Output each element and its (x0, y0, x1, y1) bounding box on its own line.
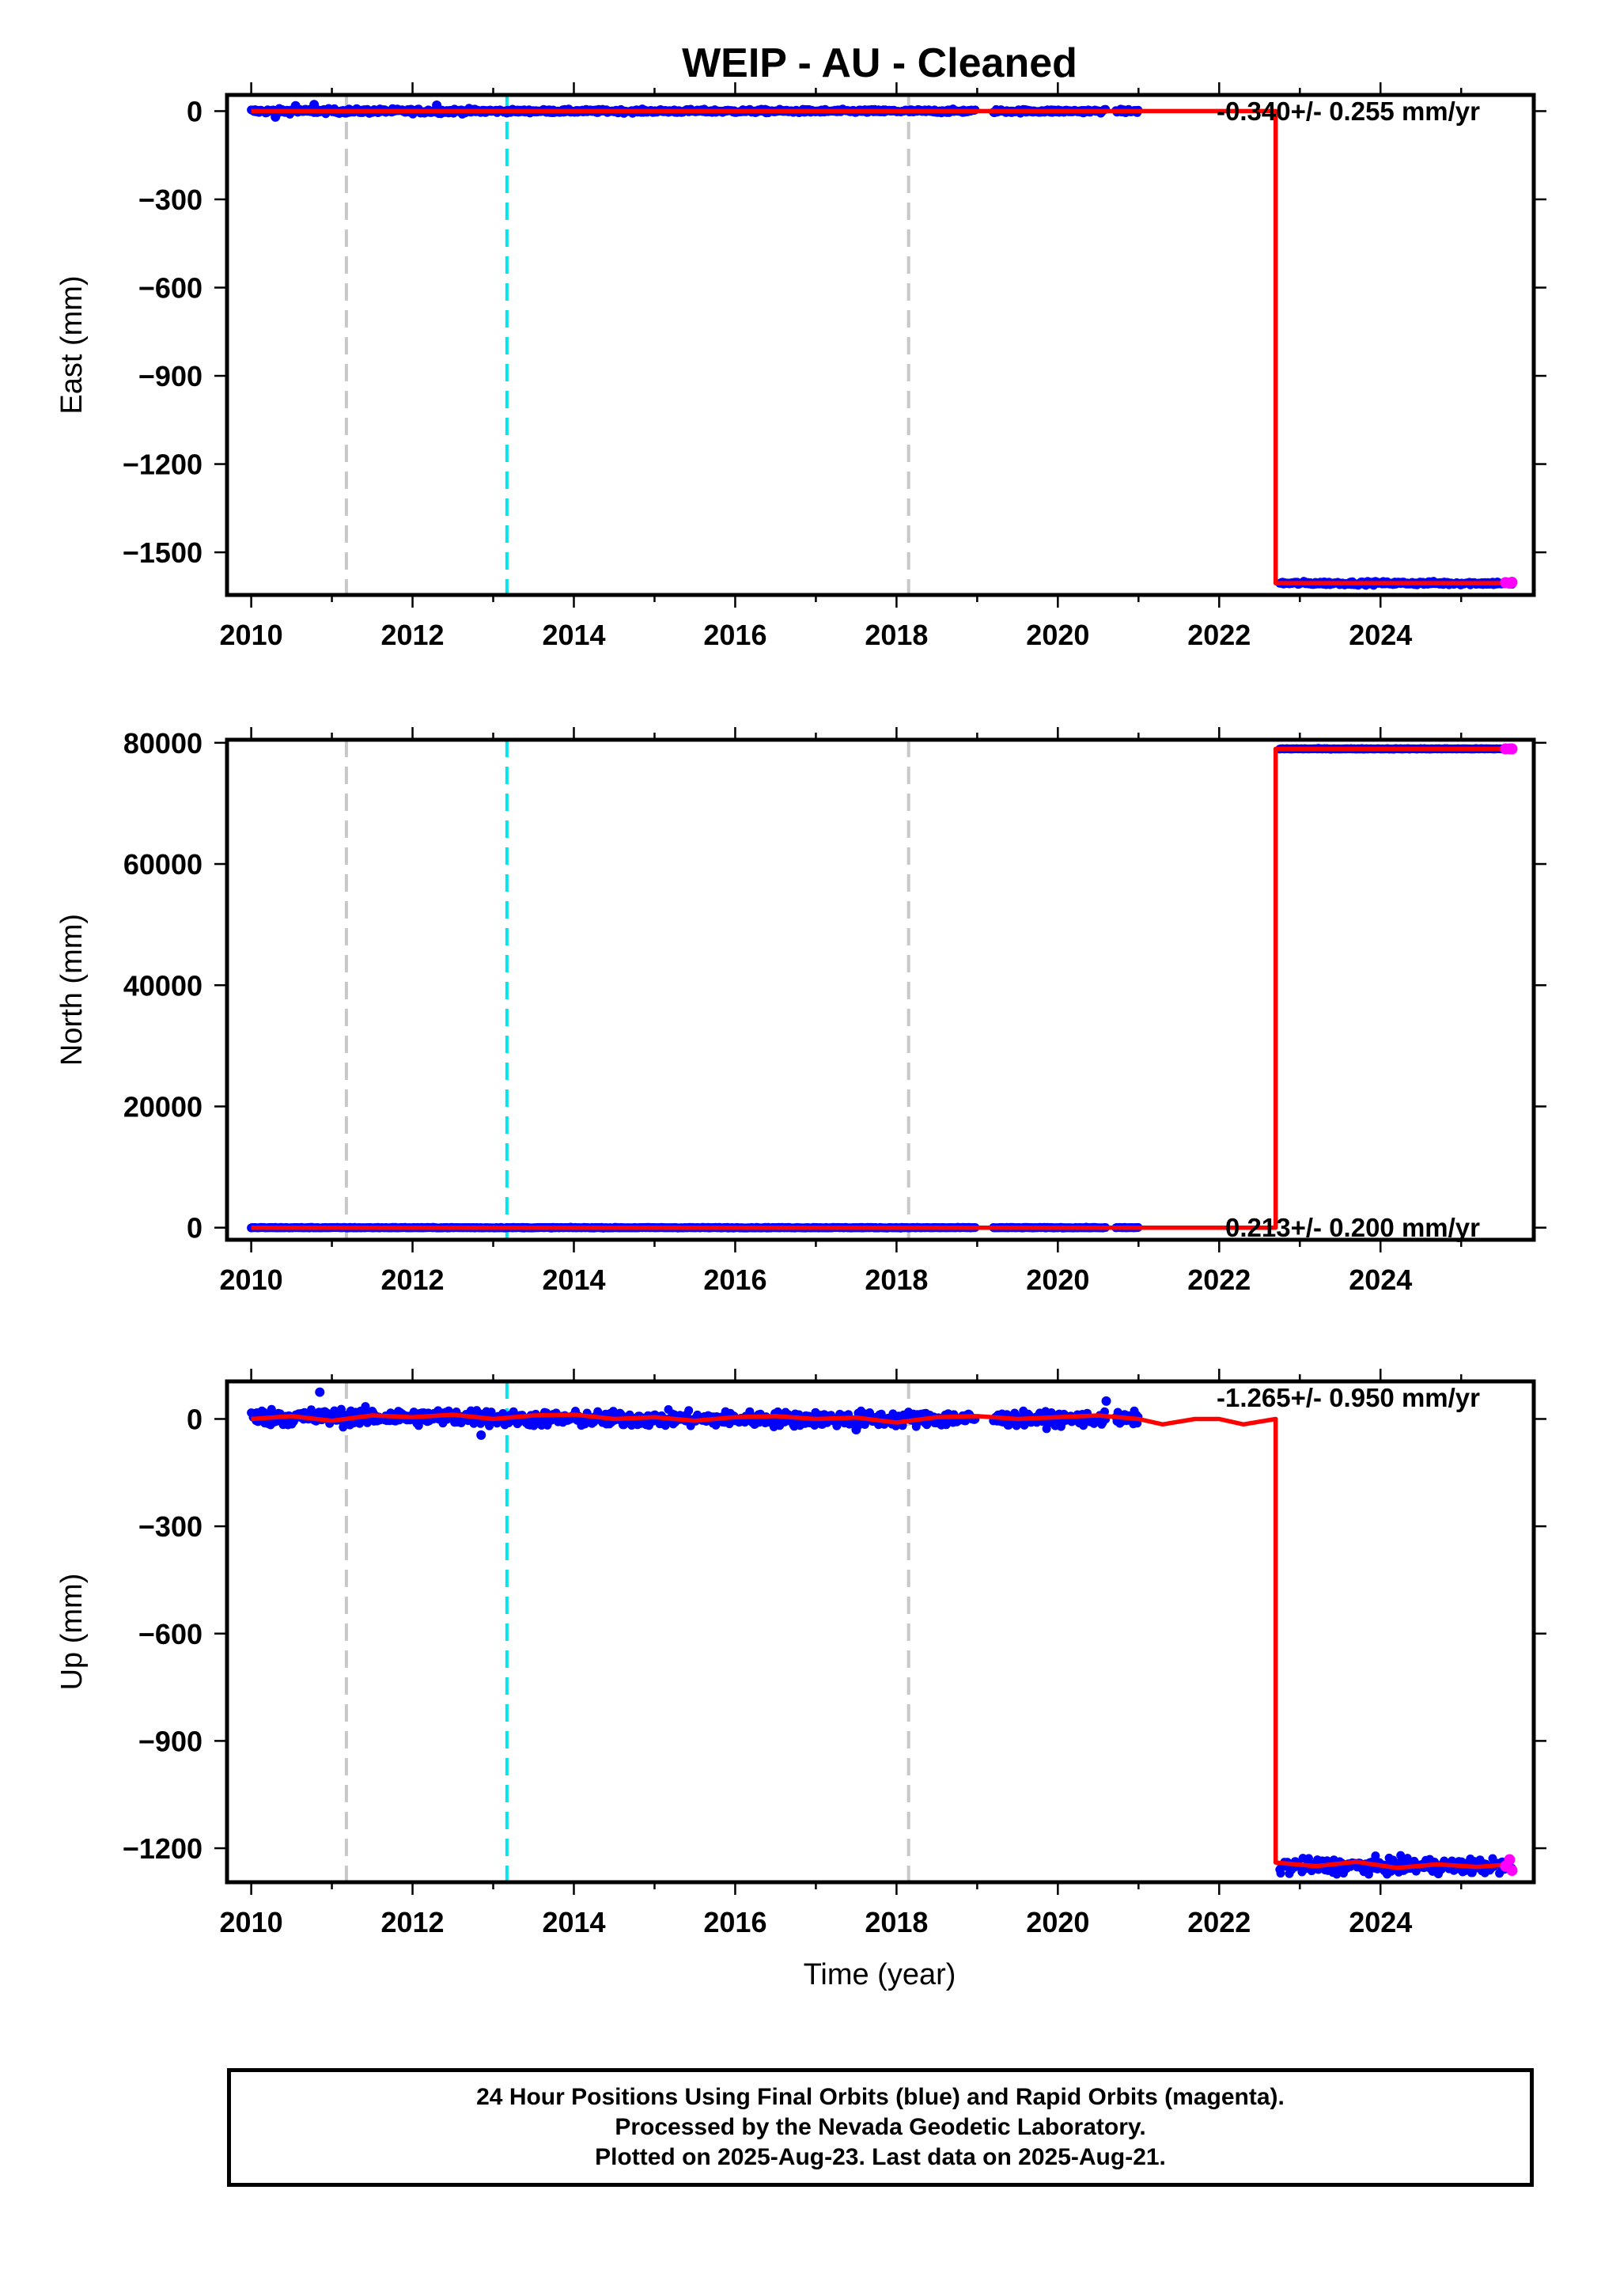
data-point (414, 1421, 423, 1430)
x-tick-label: 2020 (1026, 1906, 1089, 1938)
footer-line-3: Plotted on 2025-Aug-23. Last data on 202… (595, 2144, 1166, 2170)
y-tick-label: −1500 (123, 536, 202, 569)
x-tick-label: 2014 (542, 619, 605, 651)
panel-up: 2010 2012 2014 2016 2018 2020 2022 2024 0 −300 −60… (55, 1369, 1546, 1938)
y-tick-label: 80000 (123, 727, 202, 760)
x-tick-label: 2012 (380, 1264, 444, 1296)
y-tick-label: −1200 (123, 1832, 202, 1865)
outlier-point (271, 112, 281, 122)
data-point (486, 1408, 496, 1417)
final-orbit-points (247, 744, 1516, 1233)
outlier-point (476, 1430, 486, 1440)
model-fit-line (251, 746, 1510, 1230)
data-point (361, 1402, 370, 1411)
y-tick-label: −300 (138, 1510, 202, 1543)
y-tick-label: 0 (187, 95, 202, 127)
x-tick-label: 2022 (1187, 1906, 1251, 1938)
y-tick-label: 40000 (123, 969, 202, 1002)
data-point (336, 1404, 346, 1414)
plot-frame (225, 1379, 1536, 1885)
rapid-orbit-point (1506, 1865, 1518, 1877)
data-point (684, 1406, 694, 1415)
x-tick-label: 2020 (1026, 619, 1089, 651)
x-tick-label: 2018 (865, 1264, 928, 1296)
outlier-point (1101, 1396, 1111, 1406)
outlier-point (315, 1387, 325, 1397)
data-point (1276, 1869, 1285, 1878)
outlier-point (432, 100, 442, 111)
x-tick-label: 2022 (1187, 1264, 1251, 1296)
rapid-orbit-point (1506, 577, 1518, 589)
outlier-point (309, 100, 320, 110)
data-point (1364, 1870, 1373, 1879)
x-tick-label: 2018 (865, 1906, 928, 1938)
x-axis-label: Time (year) (804, 1958, 956, 1991)
y-tick-label: −600 (138, 1618, 202, 1650)
y-tick-label: 20000 (123, 1090, 202, 1123)
x-tick-label: 2016 (703, 1264, 766, 1296)
rapid-orbit-point (1504, 1854, 1516, 1866)
y-tick-label: 60000 (123, 848, 202, 881)
x-tick-label: 2010 (220, 1906, 283, 1938)
x-tick-label: 2020 (1026, 1264, 1089, 1296)
model-fit-line (251, 1412, 1510, 1870)
x-tick-label: 2014 (542, 1264, 605, 1296)
model-fit-line (251, 108, 1510, 585)
rapid-orbit-point (1506, 743, 1518, 755)
x-tick-label: 2010 (220, 619, 283, 651)
panel-north: 2010 2012 2014 2016 2018 2020 2022 2024 0 20000 40… (55, 727, 1546, 1296)
x-tick-label: 2024 (1349, 1906, 1412, 1938)
panels: 2010 2012 2014 2016 2018 2020 2022 2024 0 −300 −60… (55, 82, 1546, 1938)
x-tick-label: 2024 (1349, 619, 1412, 651)
final-orbit-points (247, 104, 1516, 590)
y-tick-label: −1200 (123, 449, 202, 481)
x-tick-label: 2016 (703, 1906, 766, 1938)
final-orbit-points (247, 1402, 1516, 1879)
y-axis-label: North (mm) (55, 914, 89, 1066)
figure-title: WEIP - AU - Cleaned (682, 40, 1077, 86)
y-tick-label: −900 (138, 1725, 202, 1757)
x-tick-label: 2012 (380, 619, 444, 651)
y-tick-label: 0 (187, 1403, 202, 1435)
x-tick-label: 2022 (1187, 619, 1251, 651)
data-point (1396, 1851, 1406, 1860)
footer-line-1: 24 Hour Positions Using Final Orbits (bl… (476, 2084, 1285, 2110)
x-tick-label: 2014 (542, 1906, 605, 1938)
plot-frame (225, 737, 1536, 1242)
rate-annotation: -0.340+/- 0.255 mm/yr (1217, 97, 1480, 126)
outlier-point (290, 100, 301, 111)
panel-east: 2010 2012 2014 2016 2018 2020 2022 2024 0 −300 −60… (55, 82, 1546, 651)
footer-line-2: Processed by the Nevada Geodetic Laborat… (615, 2114, 1146, 2140)
x-tick-label: 2018 (865, 619, 928, 651)
x-tick-label: 2016 (703, 619, 766, 651)
y-tick-label: −300 (138, 184, 202, 216)
x-tick-label: 2024 (1349, 1264, 1412, 1296)
y-tick-label: 0 (187, 1212, 202, 1245)
rate-annotation: -1.265+/- 0.950 mm/yr (1217, 1383, 1480, 1412)
footer-caption-box: 24 Hour Positions Using Final Orbits (bl… (227, 2068, 1534, 2187)
y-tick-label: −600 (138, 272, 202, 305)
x-tick-label: 2010 (220, 1264, 283, 1296)
outlier-point (851, 1425, 861, 1435)
x-tick-label: 2012 (380, 1906, 444, 1938)
rate-annotation: 0.213+/- 0.200 mm/yr (1225, 1213, 1480, 1242)
data-point (1371, 1851, 1380, 1861)
y-tick-label: −900 (138, 360, 202, 392)
y-axis-label: East (mm) (55, 275, 89, 414)
plot-frame (225, 93, 1536, 597)
y-axis-label: Up (mm) (55, 1574, 89, 1691)
